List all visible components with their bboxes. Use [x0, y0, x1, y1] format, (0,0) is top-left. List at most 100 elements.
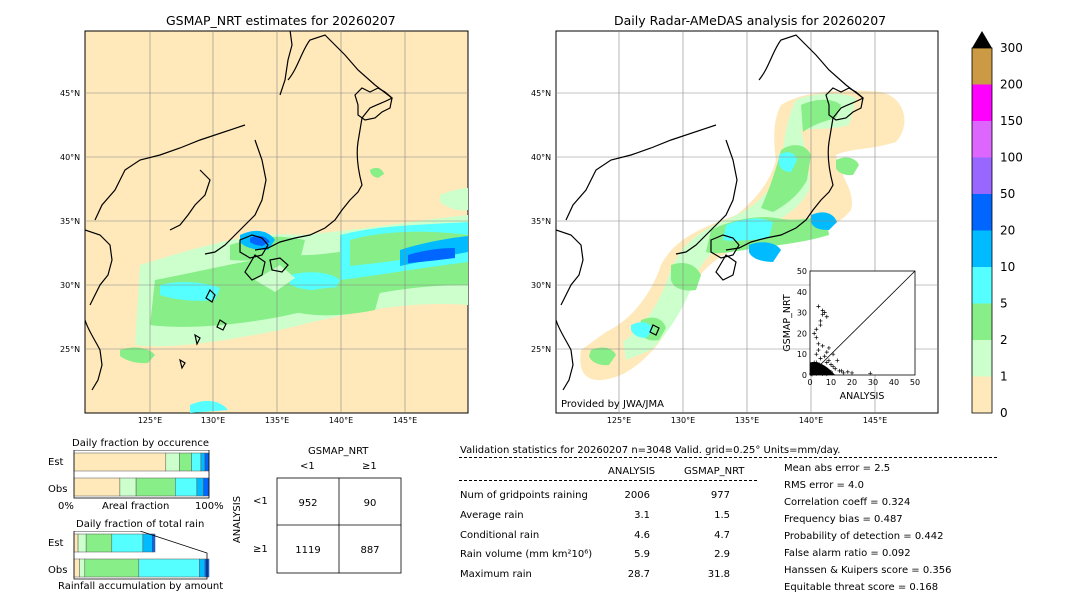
fraction-bar-segment: [111, 533, 144, 553]
left-map-gridlines: [85, 31, 468, 413]
fraction-bar-segment: [152, 533, 156, 553]
lat-label: 45°N: [531, 89, 551, 98]
contingency-cell: 887: [360, 545, 379, 556]
scatter-point: [818, 318, 823, 323]
contingency-col-label: <1: [300, 461, 315, 472]
colorbar-label: 100: [1000, 151, 1023, 165]
occurrence-bars: [73, 452, 210, 497]
stat-analysis: 2006: [624, 490, 650, 501]
fraction-bar-segment: [204, 452, 210, 472]
scatter-point: [831, 352, 836, 357]
colorbar-segment: [972, 230, 992, 267]
scatter-x-tick: 40: [889, 378, 899, 387]
occurrence-axis-max: 100%: [195, 501, 224, 512]
colorbar-overflow-arrow: [972, 31, 992, 48]
fraction-bar-segment: [85, 533, 113, 553]
stat-label: Conditional rain: [460, 530, 540, 541]
contingency-grid: 952 90 1119 887: [276, 477, 402, 574]
scatter-point: [816, 348, 821, 353]
left-map-coastlines: [85, 31, 394, 391]
stat-gsmap: 2.9: [714, 549, 730, 560]
colorbar-segment: [972, 157, 992, 194]
scatter-y-tick: 30: [797, 309, 807, 318]
lat-label: 35°N: [531, 217, 551, 226]
scatter-point: [835, 358, 840, 363]
colorbar-label: 5: [1000, 297, 1008, 311]
left-map-precip: [120, 167, 468, 413]
fraction-bar-segment: [196, 477, 204, 497]
fraction-bar-segment: [73, 477, 121, 497]
fraction-bar-segment: [179, 452, 192, 472]
scatter-xlabel: ANALYSIS: [840, 391, 885, 402]
score-line: Correlation coeff = 0.324: [784, 497, 911, 508]
scatter-point: [824, 360, 829, 365]
fraction-bar-segment: [84, 558, 140, 578]
contingency-col-label: ≥1: [362, 461, 377, 472]
scatter-diagonal: [809, 270, 916, 376]
lon-label: 125°E: [607, 416, 631, 425]
validation-col-analysis: ANALYSIS: [608, 466, 656, 477]
score-line: Mean abs error = 2.5: [784, 463, 891, 474]
colorbar-label: 1: [1000, 370, 1008, 384]
contingency-cell: 1119: [295, 545, 320, 556]
scatter-point: [818, 356, 823, 361]
scatter-point: [850, 370, 854, 375]
scatter-x-tick: 0: [807, 378, 812, 387]
contingency-row-label: <1: [253, 496, 268, 507]
stat-analysis: 28.7: [627, 569, 650, 580]
right-map-lon-labels: 125°E 130°E 135°E 140°E 145°E: [607, 416, 887, 425]
fraction-bar-segment: [77, 533, 87, 553]
lon-label: 135°E: [735, 416, 759, 425]
contingency-cell: 90: [364, 498, 377, 509]
total-rain-footer: Rainfall accumulation by amount: [58, 581, 224, 592]
scatter-y-ticks: 0 10 20 30 40 50: [797, 267, 807, 380]
validation-col-rule: [459, 480, 757, 481]
lat-label: 25°N: [60, 345, 80, 354]
score-line: Frequency bias = 0.487: [784, 514, 903, 525]
scatter-point: [826, 345, 831, 350]
fraction-bar-segment: [203, 477, 210, 497]
colorbar-frame: [971, 47, 993, 414]
stat-analysis: 5.9: [634, 549, 650, 560]
fraction-bar-segment: [200, 452, 206, 472]
fraction-bar-segment: [135, 477, 176, 497]
stat-gsmap: 31.8: [707, 569, 730, 580]
total-rain-frame: [73, 531, 208, 580]
contingency-row-axis: ANALYSIS: [232, 495, 244, 544]
scatter-points: [809, 304, 873, 377]
scatter-point: [829, 362, 833, 367]
colorbar-segment: [972, 84, 992, 121]
stat-gsmap: 4.7: [714, 530, 730, 541]
scatter-y-tick: 40: [797, 288, 807, 297]
colorbar-label: 200: [1000, 78, 1023, 92]
validation-header-rule: [459, 457, 997, 458]
score-line: Equitable threat score = 0.168: [784, 582, 939, 593]
total-rain-row-obs: Obs: [48, 565, 68, 576]
scatter-y-tick: 50: [797, 267, 807, 276]
contingency-row-label: ≥1: [253, 544, 268, 555]
lon-label: 135°E: [265, 416, 289, 425]
total-rain-bars: [73, 533, 210, 578]
scatter-point: [826, 358, 831, 363]
fraction-bar-segment: [165, 452, 180, 472]
lon-label: 130°E: [201, 416, 225, 425]
scatter-dense-cluster: [810, 361, 836, 375]
stat-label: Maximum rain: [460, 569, 532, 580]
contingency-cell: 952: [298, 498, 317, 509]
credit-text: Provided by JWA/JMA: [561, 399, 664, 410]
stat-label: Average rain: [460, 510, 524, 521]
fraction-bar-segment: [119, 477, 137, 497]
scatter-x-tick: 20: [847, 378, 857, 387]
right-map-title: Daily Radar-AMeDAS analysis for 20260207: [614, 13, 887, 28]
occurrence-frame: [73, 450, 210, 499]
scatter-plot: 0 10 20 30 40 50 0 10 20 30 40 50 ANALYSIS GSMAP_N…: [782, 267, 920, 402]
left-map-lat-labels: 45°N 40°N 35°N 30°N 25°N: [60, 89, 80, 354]
lon-label: 140°E: [799, 416, 823, 425]
colorbar-segment: [972, 267, 992, 304]
stat-gsmap: 1.5: [714, 510, 730, 521]
scatter-point: [816, 341, 821, 346]
colorbar-segment: [972, 121, 992, 158]
fraction-bar-segment: [73, 452, 167, 472]
left-map-frame: [84, 30, 469, 414]
occurrence-title: Daily fraction by occurence: [72, 438, 210, 449]
